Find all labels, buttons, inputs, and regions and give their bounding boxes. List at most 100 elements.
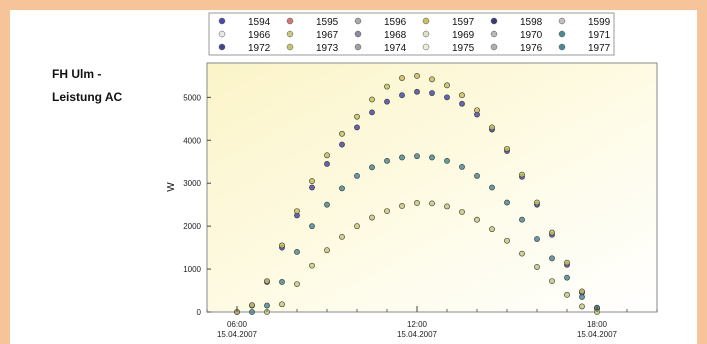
legend-marker-1599: [558, 17, 566, 25]
data-point-1597: [564, 259, 570, 266]
legend-marker-1970: [490, 30, 498, 38]
legend-marker-1976: [490, 43, 498, 51]
data-point-1967: [519, 250, 525, 257]
data-point-1971: [459, 163, 465, 170]
data-point-1597: [579, 288, 585, 295]
x-tick-time-18:00: 18:00: [587, 320, 608, 329]
data-point-1594: [324, 160, 330, 167]
data-point-1967: [504, 237, 510, 244]
legend-label-1968: 1968: [384, 30, 407, 41]
legend-marker-1973: [286, 43, 294, 51]
data-point-1597: [369, 96, 375, 103]
data-point-1971: [279, 279, 285, 285]
data-point-1597: [444, 82, 450, 89]
chart-title-line-1: FH Ulm -: [52, 67, 102, 81]
data-point-1971: [549, 255, 555, 262]
data-point-1967: [489, 226, 495, 233]
data-point-1597: [249, 302, 255, 309]
data-point-1971: [354, 173, 360, 179]
legend-marker-1971: [558, 30, 566, 38]
data-point-1971: [249, 309, 255, 315]
data-point-1971: [564, 274, 570, 281]
legend-label-1966: 1966: [248, 30, 271, 41]
y-tick-label-3000: 3000: [183, 179, 201, 188]
legend-label-1977: 1977: [588, 43, 611, 54]
y-tick-label-5000: 5000: [183, 93, 201, 102]
data-point-1967: [579, 303, 585, 310]
legend-label-1967: 1967: [316, 30, 339, 41]
legend-label-1599: 1599: [588, 17, 611, 28]
data-point-1597: [309, 178, 315, 184]
x-tick-date-18:00: 15.04.2007: [577, 330, 618, 339]
data-point-1967: [294, 281, 300, 287]
legend-marker-1966: [218, 30, 226, 38]
data-point-1971: [534, 236, 540, 242]
data-point-1971: [444, 157, 450, 164]
y-tick-label-2000: 2000: [183, 222, 201, 231]
legend-label-1974: 1974: [384, 43, 407, 54]
data-point-1971: [504, 199, 510, 206]
legend-label-1597: 1597: [452, 17, 475, 28]
data-point-1967: [429, 200, 435, 207]
data-point-1594: [459, 100, 465, 107]
data-point-1967: [369, 214, 375, 221]
data-point-1597: [399, 75, 405, 81]
data-point-1971: [384, 157, 390, 164]
data-point-1597: [294, 208, 300, 215]
chart-title-line-2: Leistung AC: [52, 90, 123, 104]
data-point-1967: [354, 223, 360, 230]
data-point-1597: [489, 124, 495, 131]
x-tick-date-06:00: 15.04.2007: [217, 330, 258, 339]
data-point-1597: [384, 83, 390, 90]
data-point-1594: [429, 90, 435, 96]
legend-marker-1598: [490, 17, 498, 25]
data-point-1967: [444, 203, 450, 210]
legend-label-1971: 1971: [588, 30, 611, 41]
data-point-1967: [339, 233, 345, 240]
axes: 01000200030004000500006:0015.04.200712:0…: [183, 93, 658, 339]
data-point-1597: [354, 113, 360, 120]
data-point-1971: [399, 154, 405, 161]
data-point-1967: [459, 209, 465, 215]
legend-label-1596: 1596: [384, 17, 407, 28]
legend-marker-1597: [422, 17, 430, 25]
data-point-1597: [279, 242, 285, 249]
x-tick-time-12:00: 12:00: [407, 320, 428, 329]
data-point-1967: [399, 203, 405, 209]
legend-marker-1977: [558, 43, 566, 51]
data-point-1971: [369, 164, 375, 171]
data-point-1594: [309, 184, 315, 191]
chart-title: FH Ulm - Leistung AC: [52, 63, 172, 109]
data-point-1597: [414, 72, 420, 79]
data-point-1967: [534, 264, 540, 270]
data-point-1597: [264, 278, 270, 284]
legend-marker-1972: [218, 43, 226, 51]
y-tick-label-4000: 4000: [183, 136, 201, 145]
data-point-1967: [324, 247, 330, 254]
legend-label-1594: 1594: [248, 17, 271, 28]
data-point-1971: [429, 154, 435, 161]
data-point-1594: [399, 92, 405, 99]
data-point-1594: [354, 124, 360, 131]
legend-marker-1975: [422, 43, 430, 51]
data-point-1971: [474, 173, 480, 179]
legend-marker-1596: [354, 17, 362, 25]
data-point-1971: [294, 248, 300, 255]
data-point-1967: [279, 301, 285, 308]
legend-label-1970: 1970: [520, 30, 543, 41]
data-point-1971: [309, 223, 315, 230]
legend-box: [208, 12, 615, 56]
data-point-1597: [459, 92, 465, 99]
data-point-1967: [384, 208, 390, 215]
data-point-1967: [549, 278, 555, 284]
data-point-1594: [339, 141, 345, 148]
y-tick-label-0: 0: [197, 308, 202, 317]
legend-label-1975: 1975: [452, 43, 475, 54]
legend-label-1973: 1973: [316, 43, 339, 54]
data-point-1594: [444, 94, 450, 101]
y-tick-label-1000: 1000: [183, 265, 201, 274]
x-tick-time-06:00: 06:00: [227, 320, 248, 329]
data-point-1967: [474, 216, 480, 223]
data-point-1971: [324, 201, 330, 208]
legend-marker-1974: [354, 43, 362, 51]
